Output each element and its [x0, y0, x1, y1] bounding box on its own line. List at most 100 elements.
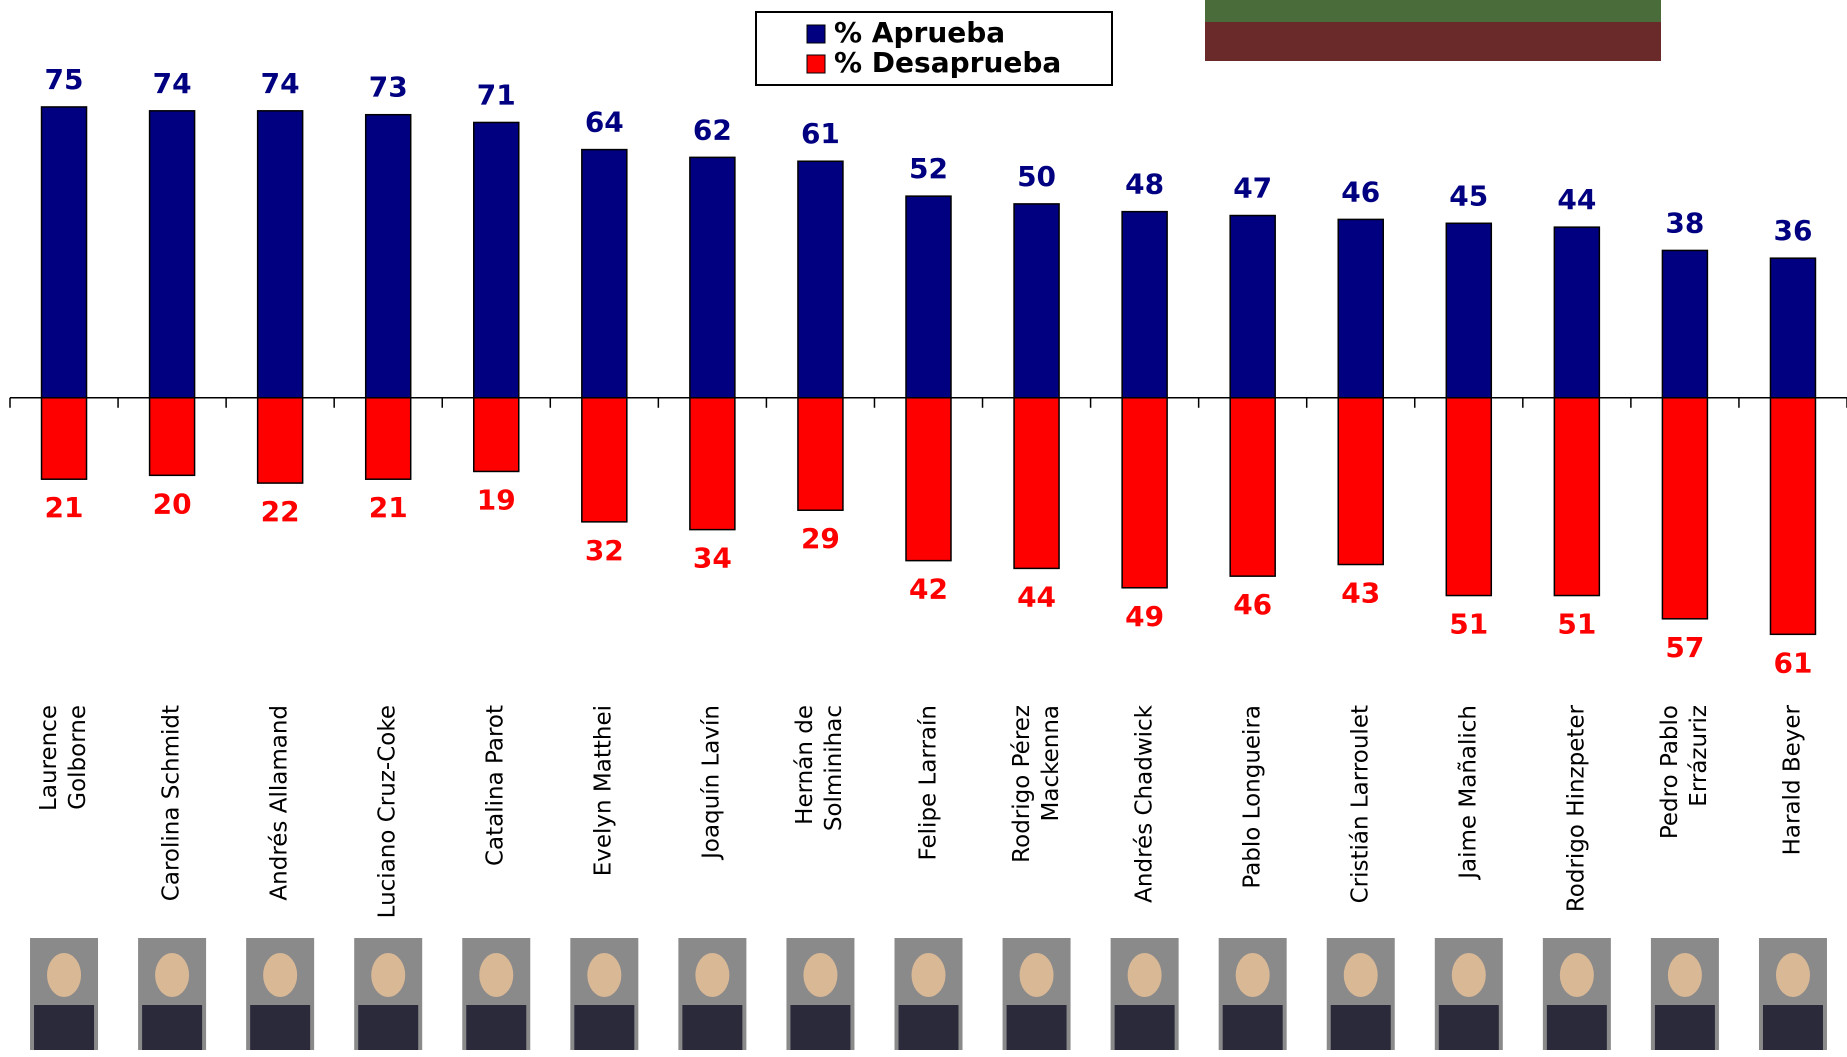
value-label: 62 [693, 113, 732, 146]
value-label: 57 [1665, 631, 1704, 664]
value-label: 49 [1125, 600, 1164, 633]
portrait-suit [1762, 1005, 1823, 1050]
bar [1121, 210, 1168, 399]
portrait-face [1343, 953, 1378, 997]
bar [473, 397, 520, 473]
portrait-suit [1114, 1005, 1175, 1050]
value-label: 32 [585, 534, 624, 567]
portrait-face [1019, 953, 1054, 997]
bar [905, 397, 952, 562]
portrait-suit [358, 1005, 419, 1050]
portrait-face [263, 953, 298, 997]
category-label: Andrés Chadwick [1131, 705, 1158, 903]
portrait-face [1775, 953, 1810, 997]
portrait-face [803, 953, 838, 997]
category-label: Jaime Mañalich [1455, 705, 1482, 879]
bar [1769, 257, 1817, 399]
bar [364, 113, 412, 399]
portrait-suit [898, 1005, 959, 1050]
legend-label: % Desaprueba [834, 46, 1061, 79]
bar [40, 106, 88, 399]
portrait-face [1127, 953, 1162, 997]
portrait-face [587, 953, 622, 997]
value-label: 64 [585, 106, 624, 139]
category-label: Luciano Cruz-Coke [374, 705, 401, 919]
category-label: Rodrigo Pérez Mackenna [1008, 705, 1064, 863]
bar [1337, 218, 1384, 399]
bar [256, 397, 304, 484]
bar [689, 156, 736, 399]
portrait-face [479, 953, 514, 997]
value-label: 46 [1233, 588, 1272, 621]
bar [1553, 226, 1601, 399]
value-label: 19 [477, 483, 516, 516]
value-label: 51 [1449, 608, 1488, 641]
portrait-suit [1330, 1005, 1391, 1050]
portrait-suit [250, 1005, 311, 1050]
value-label: 21 [369, 491, 408, 524]
bar [1013, 203, 1060, 399]
bar [689, 397, 736, 531]
legend-swatch [806, 24, 826, 44]
value-label: 45 [1449, 179, 1488, 212]
bar [1445, 397, 1493, 597]
value-label: 42 [909, 573, 948, 606]
portrait-face [1451, 953, 1486, 997]
value-label: 61 [1773, 646, 1812, 679]
portrait-face [1559, 953, 1594, 997]
bar [1229, 214, 1276, 399]
category-label: Cristián Larroulet [1347, 705, 1374, 904]
portrait-face [47, 953, 82, 997]
value-label: 48 [1125, 168, 1164, 201]
value-label: 74 [261, 67, 300, 100]
bar [473, 121, 520, 399]
value-label: 74 [153, 67, 192, 100]
value-label: 50 [1017, 160, 1056, 193]
bar [1337, 397, 1384, 566]
portrait-face [1667, 953, 1702, 997]
value-label: 44 [1017, 580, 1056, 613]
portrait-suit [1438, 1005, 1499, 1050]
value-label: 73 [369, 71, 408, 104]
bar [1553, 397, 1601, 597]
portrait-suit [1546, 1005, 1607, 1050]
bar [40, 397, 88, 480]
category-label: Carolina Schmidt [158, 705, 185, 902]
portrait-face [371, 953, 406, 997]
category-label: Laurence Golborne [36, 705, 92, 811]
category-label: Joaquín Lavín [698, 705, 725, 859]
value-label: 52 [909, 152, 948, 185]
category-label: Andrés Allamand [266, 705, 293, 901]
group-photo-grass [1205, 0, 1661, 22]
portrait-suit [34, 1005, 95, 1050]
bar [148, 110, 196, 399]
value-label: 43 [1341, 577, 1380, 610]
category-label: Catalina Parot [482, 705, 509, 866]
bar [905, 195, 952, 399]
bar [148, 397, 196, 477]
bar [1445, 222, 1493, 399]
portrait-suit [682, 1005, 743, 1050]
portrait-suit [1654, 1005, 1715, 1050]
bar [1769, 397, 1817, 636]
value-label: 34 [693, 542, 732, 575]
portrait-suit [142, 1005, 203, 1050]
portrait-face [1235, 953, 1270, 997]
category-label: Pedro Pablo Errázuriz [1656, 705, 1712, 840]
value-label: 51 [1557, 608, 1596, 641]
portrait-face [695, 953, 730, 997]
bar [1013, 397, 1060, 570]
bar [797, 160, 844, 399]
bar [1229, 397, 1276, 577]
bar [797, 397, 844, 511]
bar [581, 397, 628, 523]
value-label: 47 [1233, 172, 1272, 205]
bar [1661, 249, 1709, 399]
category-label: Pablo Longueira [1239, 705, 1266, 889]
portrait-face [155, 953, 190, 997]
portrait-suit [574, 1005, 635, 1050]
value-label: 61 [801, 117, 840, 150]
value-label: 22 [261, 495, 300, 528]
